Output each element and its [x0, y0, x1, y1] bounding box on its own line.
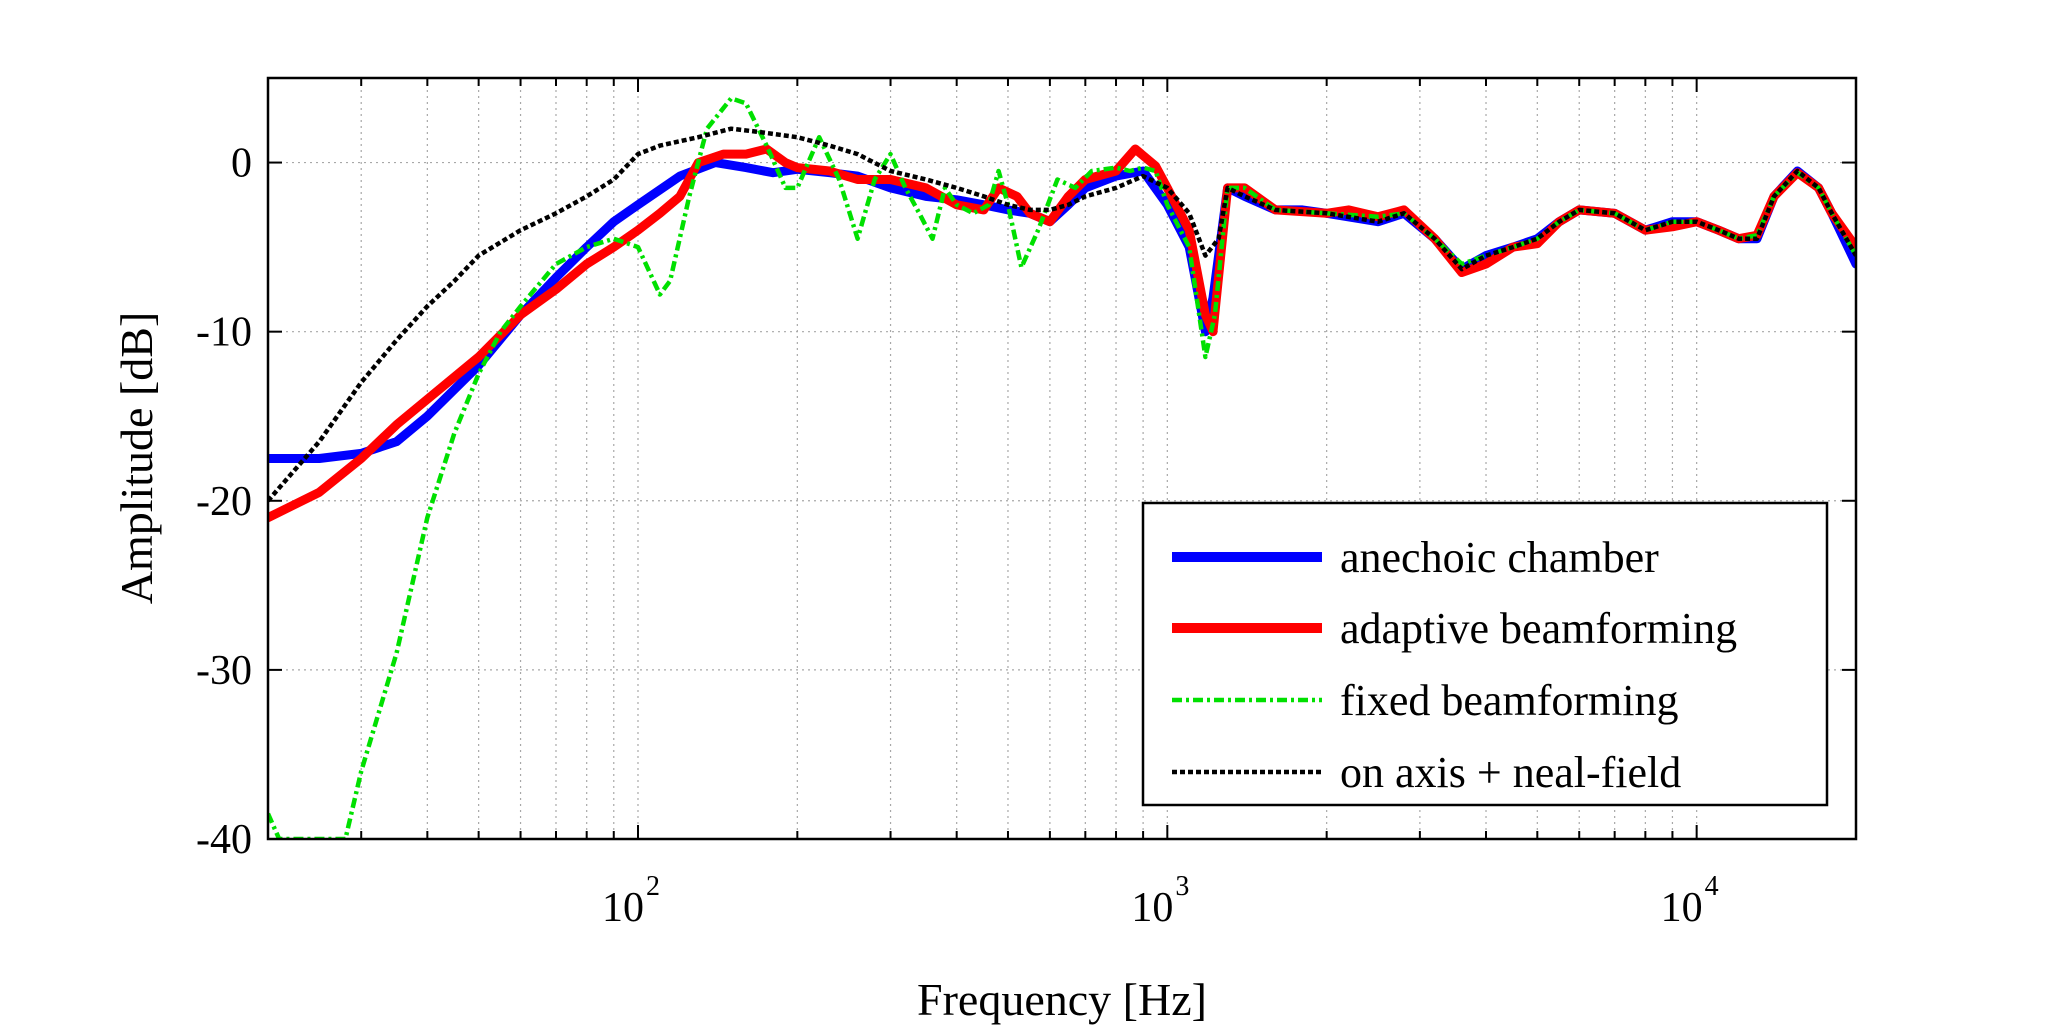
y-tick-label: -30 — [196, 648, 252, 694]
x-tick-exponent: 2 — [646, 871, 660, 902]
y-tick-label: 0 — [231, 141, 252, 187]
x-tick-exponent: 3 — [1175, 871, 1189, 902]
x-tick-label: 10 2 — [602, 871, 660, 931]
x-tick-base: 10 — [602, 885, 644, 931]
y-tick-label: -10 — [196, 310, 252, 356]
y-tick-label: -40 — [196, 817, 252, 863]
y-tick-labels: 0 -10 -20 -30 -40 — [196, 141, 252, 863]
legend-label-1: anechoic chamber — [1340, 533, 1659, 582]
legend-label-3: fixed beamforming — [1340, 676, 1678, 725]
axes — [266, 76, 1858, 841]
x-tick-label: 10 3 — [1131, 871, 1189, 931]
plot-frame — [266, 76, 1858, 841]
x-axis-title: Frequency [Hz] — [917, 974, 1207, 1025]
legend-label-4: on axis + neal-field — [1340, 748, 1681, 797]
legend: anechoic chamber adaptive beamforming fixe… — [1141, 501, 1829, 807]
series-line-4 — [268, 126, 1856, 503]
x-tick-exponent: 4 — [1705, 871, 1719, 902]
x-tick-base: 10 — [1661, 885, 1703, 931]
x-tick-label: 10 4 — [1661, 871, 1719, 931]
data-series — [268, 96, 1856, 839]
legend-label-2: adaptive beamforming — [1340, 604, 1737, 653]
x-tick-base: 10 — [1131, 885, 1173, 931]
y-axis-title: Amplitude [dB] — [111, 312, 162, 605]
y-tick-label: -20 — [196, 479, 252, 525]
x-tick-labels: 10 2 10 3 10 4 — [602, 871, 1719, 931]
